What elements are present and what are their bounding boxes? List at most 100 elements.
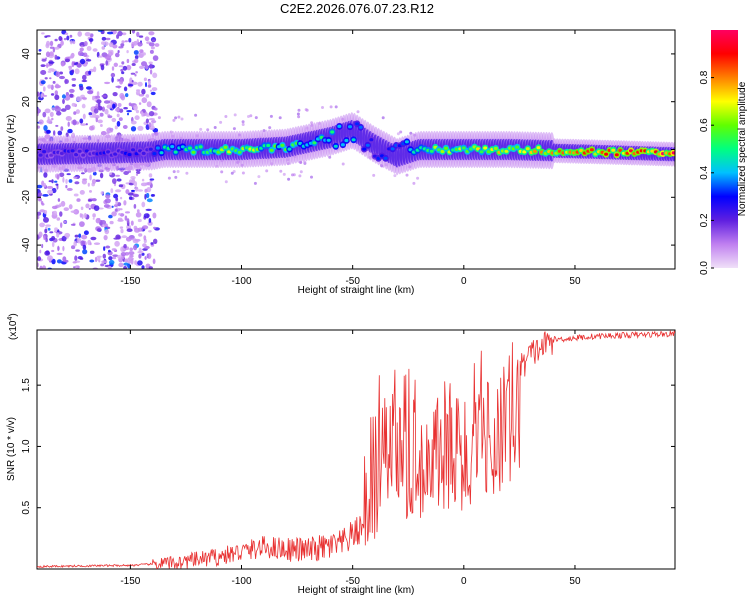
snr-x-tick-label: -100 [232, 576, 252, 587]
spectrogram-cell [78, 233, 82, 238]
spectrogram-cell [135, 90, 141, 96]
snr-x-label: Height of straight line (km) [298, 585, 415, 596]
spectrogram-cell [100, 124, 103, 127]
spectrogram-cell [65, 184, 68, 189]
spectrogram-cell [121, 71, 125, 75]
spectrogram-cell [105, 60, 108, 66]
spectrogram-cell [330, 130, 335, 134]
spectrogram-cell [49, 40, 54, 47]
spectrogram-cell [81, 172, 85, 175]
spectrogram-cell [63, 207, 69, 212]
spectrogram-cell [115, 52, 120, 58]
spectrogram-cell [59, 172, 65, 178]
spectrogram-cell [56, 111, 62, 116]
spectrogram-cell [138, 94, 145, 97]
spectrogram-cell [123, 244, 127, 249]
spectrogram-cell [257, 175, 261, 179]
spectrogram-cell [135, 212, 142, 218]
spectrogram-cell [52, 210, 58, 216]
spectrogram-cell [46, 129, 51, 134]
spectrogram-cell [159, 151, 164, 155]
spectrogram-cell [112, 256, 117, 260]
spectrogram-cell [369, 138, 374, 142]
spectrogram-cell [55, 124, 59, 127]
spectrogram-cell [123, 200, 127, 206]
snr-x-tick-label: 0 [461, 576, 467, 587]
spectrogram-cell [38, 49, 42, 52]
spectrogram-cell [54, 38, 58, 42]
spectrogram-cell [111, 248, 117, 251]
spectrogram-cell [153, 107, 158, 111]
spectrogram-cell [167, 176, 171, 180]
snr-x-tick-label: -50 [345, 576, 360, 587]
spectrogram-cell [65, 178, 68, 184]
spectrogram-cell [536, 146, 541, 150]
spectrogram-cell [310, 175, 313, 179]
spectrogram-cell [105, 194, 111, 199]
spectrogram-cell [47, 255, 53, 262]
spectrogram-cell [45, 224, 51, 227]
spectrogram-cell [112, 103, 116, 109]
spectrogram-cell [93, 106, 98, 109]
spectrogram-cell [61, 94, 66, 99]
spectrogram-cell [53, 130, 56, 136]
spectrogram-cell [241, 171, 245, 175]
spectrogram-cell [62, 176, 65, 183]
spectrogram-cell [461, 146, 466, 150]
spectrogram-cell [118, 65, 124, 68]
spectrogram-cell [180, 117, 184, 121]
spectrogram-cell [134, 238, 141, 242]
spectrogram-cell [72, 40, 76, 45]
spectrogram-cell [77, 149, 82, 153]
spectrogram-cell [151, 122, 154, 128]
spectrogram-cell [88, 38, 94, 42]
spectrogram-cell [86, 86, 92, 90]
spectrogram-cell [109, 42, 114, 48]
spectrogram-cell [137, 260, 143, 266]
spectrogram-panel: -150 -100 -50 0 50 -40 -20 0 20 40 Height of str… [6, 29, 676, 296]
spectrogram-cell [139, 65, 145, 70]
spectrogram-cell [121, 235, 128, 239]
spectrogram-cell [70, 149, 75, 153]
spectrogram-cell [479, 150, 484, 154]
spectrogram-cell [47, 84, 52, 89]
spectrogram-cell [37, 256, 42, 261]
snr-x-tick-label: -150 [120, 576, 140, 587]
spectrogram-cell [45, 226, 48, 229]
spectrogram-cell [39, 249, 42, 254]
spectrogram-cell [99, 112, 104, 117]
spectrogram-cell [81, 97, 87, 100]
spectrogram-cell [671, 151, 675, 155]
spectrogram-cell [84, 32, 91, 37]
spectrogram-cell [173, 150, 178, 154]
spectrogram-cell [123, 107, 128, 110]
spectrogram-cell [81, 103, 86, 109]
spectrogram-cell [152, 152, 157, 156]
spectrogram-cell [58, 203, 62, 208]
spectrogram-cell [54, 180, 58, 183]
spectrogram-cell [135, 71, 138, 74]
spectrogram-cell [44, 228, 48, 234]
spectrogram-cell [127, 153, 132, 157]
spectrogram-cell [126, 50, 129, 54]
spectrogram-cell [43, 125, 48, 131]
spectrogram-cell [85, 203, 90, 209]
spectrogram-cell [146, 198, 153, 203]
spectrogram-cell [126, 228, 133, 232]
spectrogram-cell [119, 208, 123, 211]
spectrogram-cell [71, 78, 77, 81]
spectrogram-cell [604, 152, 609, 156]
spectrogram-cell [120, 228, 124, 234]
spectrogram-cell [106, 150, 111, 154]
spectrogram-cell [144, 36, 150, 42]
spectrogram-cell [618, 148, 623, 152]
spectrogram-cell [44, 108, 51, 114]
spectrogram-cell [81, 234, 88, 240]
spectrogram-cell [117, 254, 122, 259]
spectrogram-cell [74, 68, 80, 75]
spectrogram-cell [71, 61, 75, 68]
spectrogram-cell [152, 55, 159, 61]
spectrogram-cell [125, 189, 130, 195]
spectrogram-cell [223, 145, 228, 149]
spectrogram-cell [75, 61, 79, 65]
